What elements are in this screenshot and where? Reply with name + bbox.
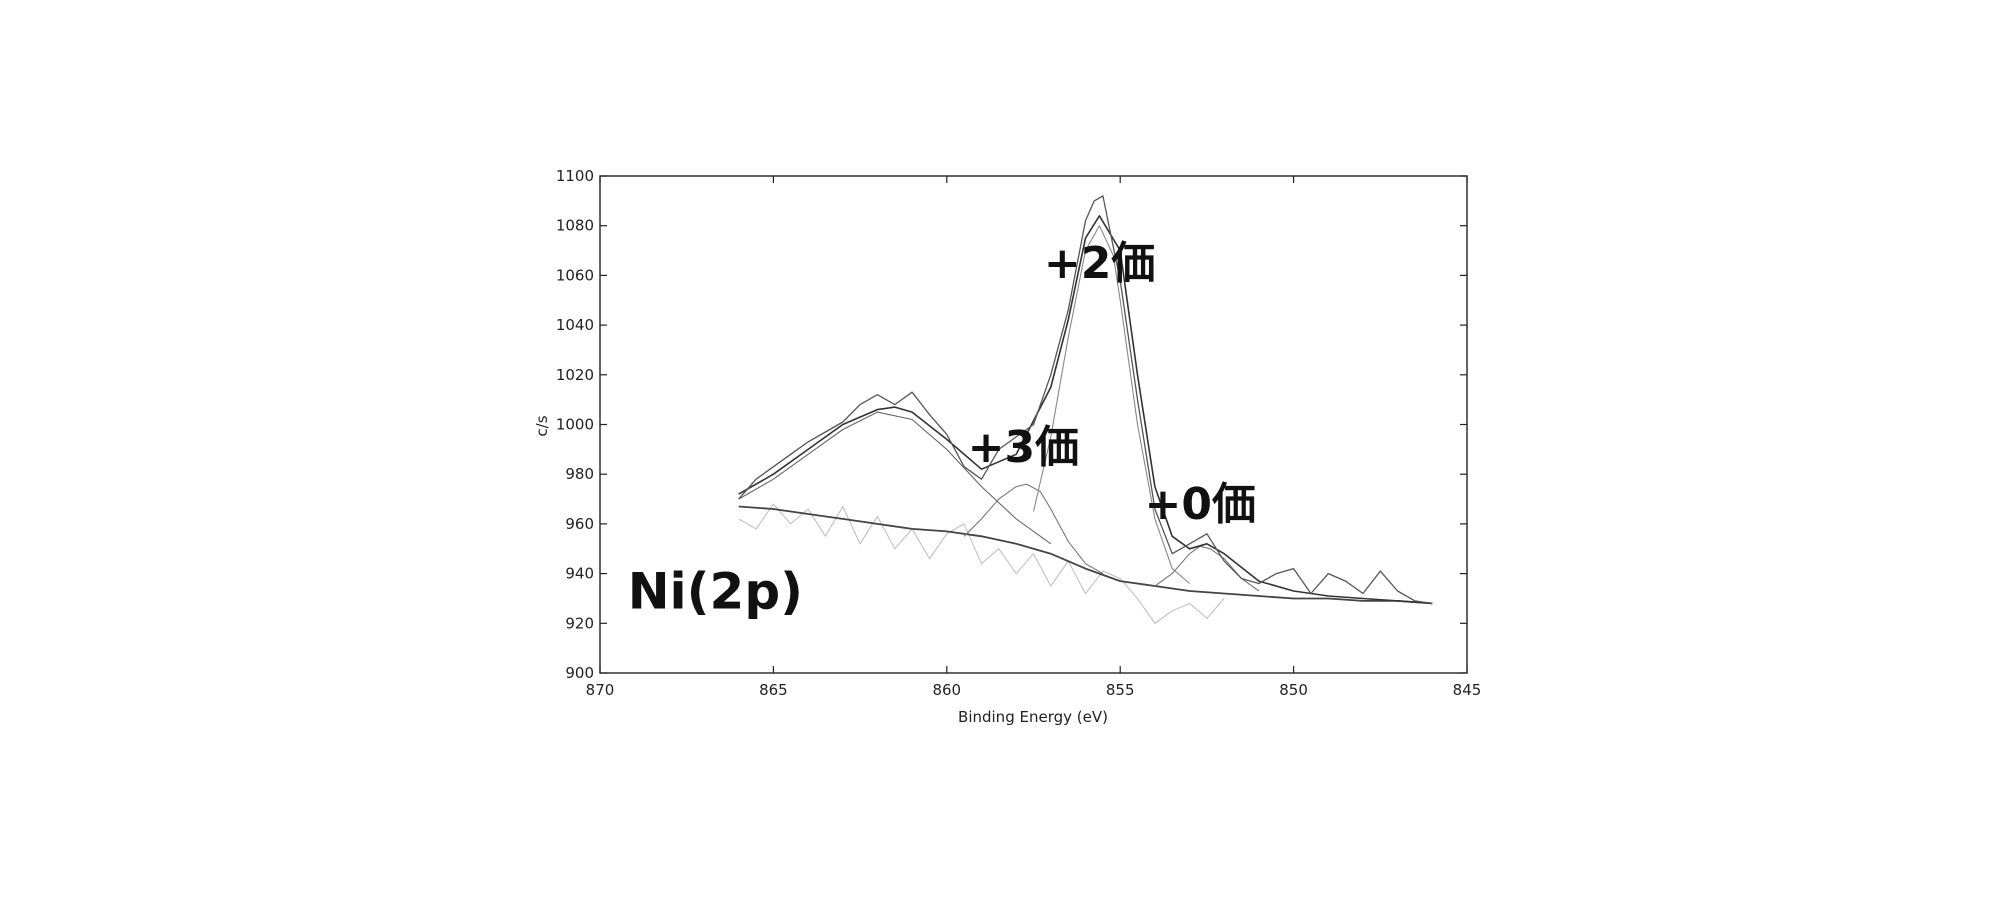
- x-tick-label-3: 855: [1106, 681, 1135, 699]
- annotation-ni2p: Ni(2p): [628, 562, 803, 620]
- annotation-plus2: +2価: [1044, 238, 1155, 289]
- x-tick-label-0: 870: [586, 681, 615, 699]
- series-background: [739, 507, 1433, 604]
- y-tick-label-9: 1080: [556, 217, 594, 235]
- x-tick-label-1: 865: [759, 681, 788, 699]
- y-tick-label-10: 1100: [556, 167, 594, 185]
- x-tick-label-2: 860: [932, 681, 961, 699]
- y-axis-label: c/s: [533, 415, 551, 436]
- y-tick-label-5: 1000: [556, 416, 594, 434]
- y-tick-label-6: 1020: [556, 366, 594, 384]
- x-tick-label-5: 845: [1453, 681, 1482, 699]
- y-tick-label-8: 1060: [556, 266, 594, 284]
- y-tick-label-3: 960: [565, 515, 594, 533]
- annotation-plus0: +0価: [1145, 479, 1256, 530]
- x-axis-label: Binding Energy (eV): [958, 708, 1108, 726]
- y-tick-label-0: 900: [565, 664, 594, 682]
- annotation-plus3: +3価: [968, 422, 1079, 473]
- y-tick-label-7: 1040: [556, 316, 594, 334]
- y-tick-label-2: 940: [565, 565, 594, 583]
- x-tick-label-4: 850: [1279, 681, 1308, 699]
- y-tick-label-4: 980: [565, 465, 594, 483]
- y-tick-label-1: 920: [565, 614, 594, 632]
